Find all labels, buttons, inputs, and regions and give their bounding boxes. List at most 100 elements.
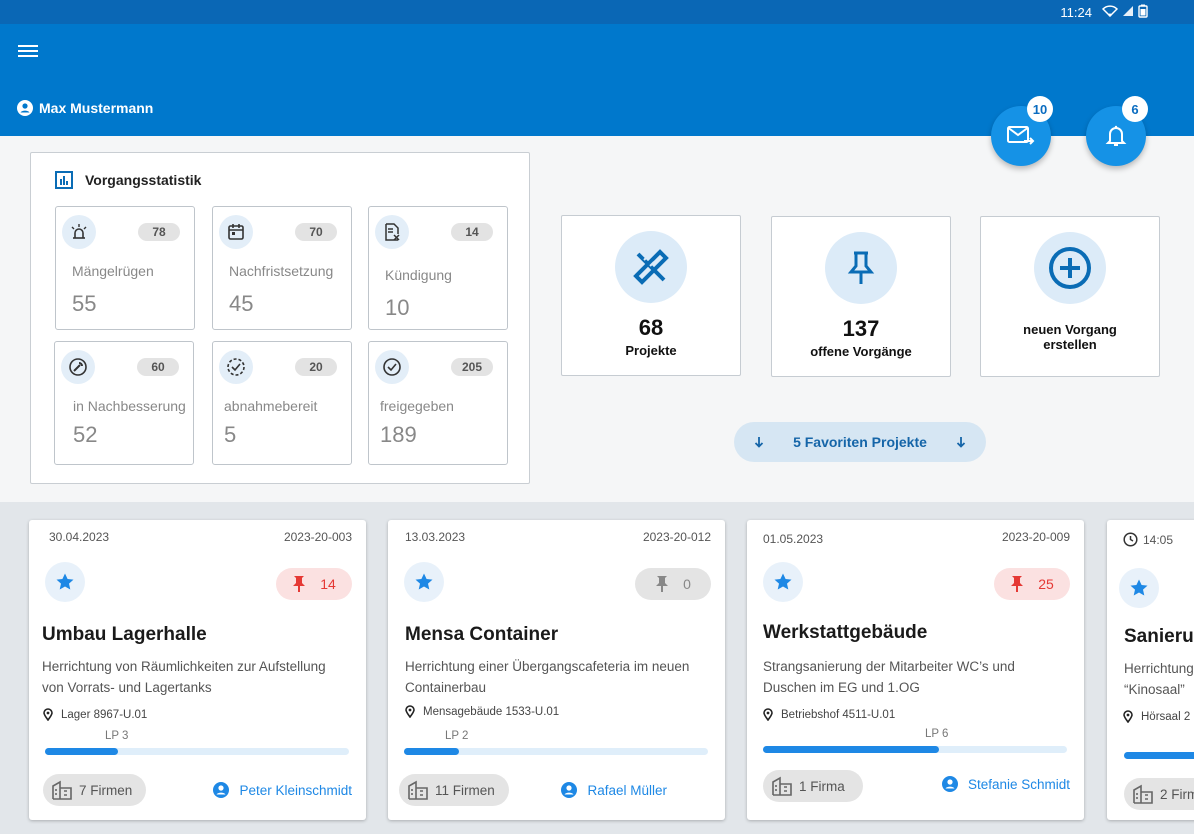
favorite-star-icon[interactable] — [763, 562, 803, 602]
projects-tile[interactable]: 68 Projekte — [561, 215, 741, 376]
stat-label: in Nachbesserung — [73, 398, 186, 414]
stat-card-nachfristsetzung[interactable]: 70 Nachfristsetzung 45 — [212, 206, 352, 330]
wifi-icon — [1102, 5, 1118, 18]
user-profile[interactable]: Max Mustermann — [17, 100, 153, 116]
project-location: Lager 8967-U.01 — [43, 708, 147, 721]
account-icon — [941, 776, 958, 792]
menu-icon[interactable] — [16, 42, 40, 64]
project-card[interactable]: 13.03.2023 2023-20-012 0 Mensa Container… — [388, 520, 725, 820]
project-contact[interactable]: Rafael Müller — [561, 782, 667, 798]
new-process-label-2: erstellen — [1043, 337, 1097, 352]
stat-badge: 205 — [451, 358, 493, 376]
account-icon — [213, 782, 230, 798]
project-ref: 2023-20-009 — [1001, 530, 1070, 544]
building-icon — [52, 780, 72, 800]
statistics-panel: Vorgangsstatistik 78 Mängelrügen 55 70 N… — [30, 152, 530, 484]
project-card[interactable]: 30.04.2023 2023-20-003 14 Umbau Lagerhal… — [29, 520, 366, 820]
account-icon — [17, 100, 33, 116]
stat-label: Nachfristsetzung — [229, 263, 334, 279]
favorite-star-icon[interactable] — [45, 562, 85, 602]
pin-count-chip[interactable]: 0 — [635, 568, 711, 600]
new-process-tile[interactable]: neuen Vorgang erstellen — [980, 216, 1160, 377]
project-ref: 2023-20-003 — [283, 530, 352, 544]
firms-chip[interactable]: 7 Firmen — [43, 774, 147, 806]
pushpin-icon — [1011, 576, 1024, 592]
project-date: 13.03.2023 — [405, 530, 466, 544]
status-time: 11:24 — [1060, 5, 1092, 20]
clock-icon — [1123, 532, 1138, 547]
projects-count: 68 — [638, 315, 664, 340]
project-title: Umbau Lagerhalle — [42, 624, 207, 645]
battery-icon — [1138, 4, 1148, 18]
stat-card-maengelruegen[interactable]: 78 Mängelrügen 55 — [55, 206, 195, 330]
project-description: Herrichtung von Räumlichkeiten zur Aufst… — [42, 659, 326, 695]
project-title: Werkstattgebäude — [763, 622, 928, 643]
pin-count-chip[interactable]: 25 — [994, 568, 1070, 600]
project-progress-bar — [45, 748, 349, 755]
stat-badge: 14 — [451, 223, 493, 241]
mail-forward-icon — [1007, 126, 1035, 145]
messages-badge: 10 — [1027, 96, 1053, 122]
firms-chip[interactable]: 1 Firma — [763, 770, 863, 802]
location-pin-icon — [405, 705, 415, 718]
notifications-badge: 6 — [1122, 96, 1148, 122]
firms-chip[interactable]: 11 Firmen — [399, 774, 509, 806]
favorites-button[interactable]: 5 Favoriten Projekte — [734, 422, 986, 462]
stat-card-kuendigung[interactable]: 14 Kündigung 10 — [368, 206, 508, 330]
stat-value: 5 — [224, 422, 237, 447]
project-ref: 2023-20-012 — [642, 530, 711, 544]
stat-card-nachbesserung[interactable]: 60 in Nachbesserung 52 — [54, 341, 194, 465]
building-icon — [1133, 784, 1153, 804]
project-progress-bar — [1124, 752, 1194, 759]
project-description: Strangsanierung der Mitarbeiter WC’s und… — [763, 659, 1015, 695]
new-process-label-1: neuen Vorgang — [1023, 322, 1117, 337]
siren-icon — [62, 215, 96, 249]
stat-badge: 60 — [137, 358, 179, 376]
project-card[interactable]: 01.05.2023 2023-20-009 25 Werkstattgebäu… — [747, 520, 1084, 820]
wrench-icon — [61, 350, 95, 384]
check-circle-icon — [375, 350, 409, 384]
messages-button[interactable]: 10 — [991, 96, 1053, 166]
user-name: Max Mustermann — [39, 100, 154, 116]
stat-badge: 78 — [138, 223, 180, 241]
open-processes-tile[interactable]: 137 offene Vorgänge — [771, 216, 951, 377]
calendar-icon — [219, 215, 253, 249]
stat-value: 189 — [380, 422, 417, 447]
project-progress-bar — [763, 746, 1067, 753]
project-date: 01.05.2023 — [763, 532, 824, 546]
notifications-button[interactable]: 6 — [1086, 96, 1148, 166]
building-icon — [408, 780, 428, 800]
bell-icon — [1105, 125, 1127, 146]
favorite-star-icon[interactable] — [404, 562, 444, 602]
projects-label: Projekte — [625, 343, 677, 358]
stat-card-abnahmebereit[interactable]: 20 abnahmebereit 5 — [212, 341, 352, 465]
arrow-down-icon — [956, 437, 966, 448]
open-processes-count: 137 — [842, 316, 880, 341]
project-card[interactable]: 14:05 Sanieru Herrichtung “Kinosaal” Hör… — [1107, 520, 1194, 820]
stat-value: 45 — [229, 291, 254, 316]
stat-card-freigegeben[interactable]: 205 freigegeben 189 — [368, 341, 508, 465]
project-contact[interactable]: Peter Kleinschmidt — [213, 782, 352, 798]
signal-icon — [1123, 6, 1133, 16]
stat-label: Kündigung — [385, 267, 452, 283]
favorites-label: 5 Favoriten Projekte — [793, 434, 927, 450]
pushpin-icon — [825, 232, 897, 304]
project-location: Mensagebäude 1533-U.01 — [405, 705, 559, 718]
favorite-star-icon[interactable] — [1119, 568, 1159, 608]
project-phase: LP 2 — [445, 730, 469, 742]
project-progress-bar — [404, 748, 708, 755]
open-processes-label: offene Vorgänge — [810, 344, 912, 359]
project-contact[interactable]: Stefanie Schmidt — [941, 776, 1070, 792]
pin-count-chip[interactable]: 14 — [276, 568, 352, 600]
stat-value: 52 — [73, 422, 98, 447]
building-icon — [772, 776, 792, 796]
document-cancel-icon — [375, 215, 409, 249]
project-location: Hörsaal 2 — [1123, 710, 1190, 723]
status-bar: 11:24 — [0, 0, 1194, 24]
project-time: 14:05 — [1123, 532, 1173, 547]
pushpin-icon — [293, 576, 306, 592]
location-pin-icon — [763, 708, 773, 721]
location-pin-icon — [43, 708, 53, 721]
ruler-pencil-icon — [615, 231, 687, 303]
firms-chip[interactable]: 2 Firm — [1124, 778, 1194, 810]
